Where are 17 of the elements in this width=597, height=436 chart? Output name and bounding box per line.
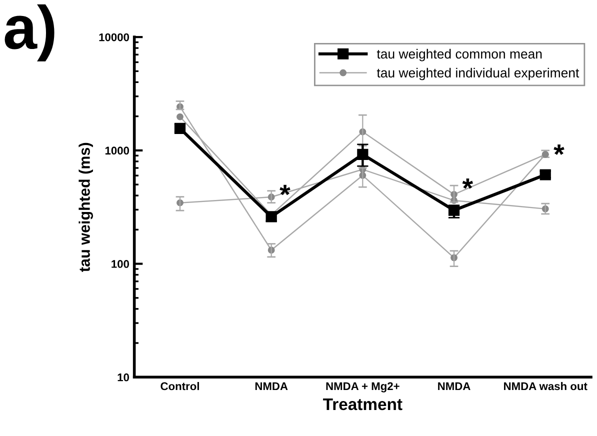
x-tick-label: NMDA [255, 382, 288, 390]
y-tick-label: 10 [118, 373, 130, 382]
y-tick-label: 10000 [99, 33, 130, 42]
annotation: * [280, 184, 290, 196]
annotation: * [554, 144, 564, 155]
x-tick-label: NMDA + Mg2+ [326, 382, 400, 392]
y-tick-label: 100 [112, 260, 130, 268]
annotation: * [462, 178, 474, 189]
x-axis-title: Treatment [323, 398, 402, 410]
y-axis-title: tau weighted (ms) [78, 142, 94, 272]
legend-label: tau weighted common mean [376, 48, 542, 62]
y-tick-label: 1000 [105, 146, 130, 155]
x-tick-label: NMDA [438, 382, 470, 390]
x-tick-label: Control [160, 382, 199, 390]
legend-label: tau weighted individual experiment [376, 68, 580, 80]
x-tick-label: NMDA wash out [504, 382, 588, 390]
text: a) [4, 4, 54, 62]
